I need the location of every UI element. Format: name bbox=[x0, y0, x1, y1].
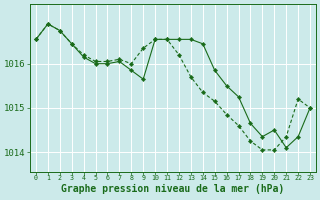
X-axis label: Graphe pression niveau de la mer (hPa): Graphe pression niveau de la mer (hPa) bbox=[61, 184, 284, 194]
